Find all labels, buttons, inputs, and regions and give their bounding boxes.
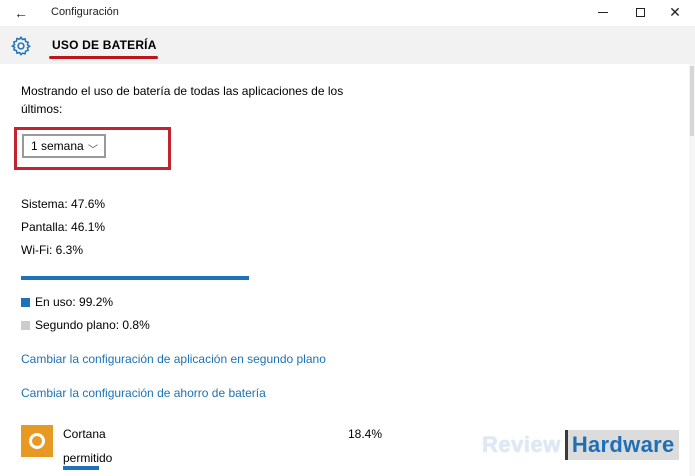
page-title: USO DE BATERÍA (52, 38, 157, 52)
close-icon: ✕ (669, 4, 681, 20)
stat-sistema: Sistema: 47.6% (21, 197, 106, 211)
watermark-review: Review (482, 432, 561, 457)
scrollbar-thumb[interactable] (690, 66, 694, 136)
maximize-button[interactable] (624, 2, 656, 22)
watermark-logo: Review Hardware (482, 430, 679, 460)
cortana-ring-icon (29, 433, 45, 449)
scrollbar[interactable] (689, 64, 695, 476)
background-apps-settings-link[interactable]: Cambiar la configuración de aplicación e… (21, 352, 326, 366)
title-bar: ← Configuración ✕ (0, 0, 695, 26)
legend-swatch-in-use (21, 297, 30, 307)
page-header: USO DE BATERÍA (0, 26, 695, 64)
usage-bar (21, 276, 249, 280)
watermark-hardware: Hardware (564, 430, 679, 460)
stat-pantalla: Pantalla: 46.1% (21, 220, 106, 234)
close-button[interactable]: ✕ (659, 2, 691, 22)
legend-swatch-background (21, 320, 30, 330)
period-select-value: 1 semana (31, 139, 84, 153)
legend-label-background: Segundo plano: 0.8% (35, 318, 150, 332)
app-percent: 18.4% (348, 427, 383, 441)
legend-in-use: En uso: 99.2% (21, 295, 113, 309)
period-description: Mostrando el uso de batería de todas las… (21, 84, 344, 116)
battery-saver-settings-link[interactable]: Cambiar la configuración de ahorro de ba… (21, 386, 266, 400)
stat-wifi: Wi-Fi: 6.3% (21, 243, 84, 257)
period-select[interactable]: 1 semana ﹀ (22, 134, 106, 158)
app-name[interactable]: Cortana (63, 427, 106, 441)
legend-background: Segundo plano: 0.8% (21, 318, 150, 332)
back-arrow-icon: ← (14, 5, 28, 21)
chevron-down-icon: ﹀ (88, 145, 98, 156)
title-annotation-underline (49, 56, 158, 59)
app-usage-bar (63, 466, 99, 470)
app-status: permitido (63, 451, 113, 465)
select-annotation-box (14, 127, 171, 170)
maximize-icon (635, 7, 645, 17)
minimize-button[interactable] (587, 2, 619, 22)
legend-label-in-use: En uso: 99.2% (35, 295, 114, 309)
back-button[interactable]: ← (10, 3, 32, 23)
minimize-icon (598, 11, 608, 13)
cortana-app-icon (21, 425, 53, 457)
gear-icon (10, 36, 31, 56)
window-title: Configuración (51, 6, 119, 18)
